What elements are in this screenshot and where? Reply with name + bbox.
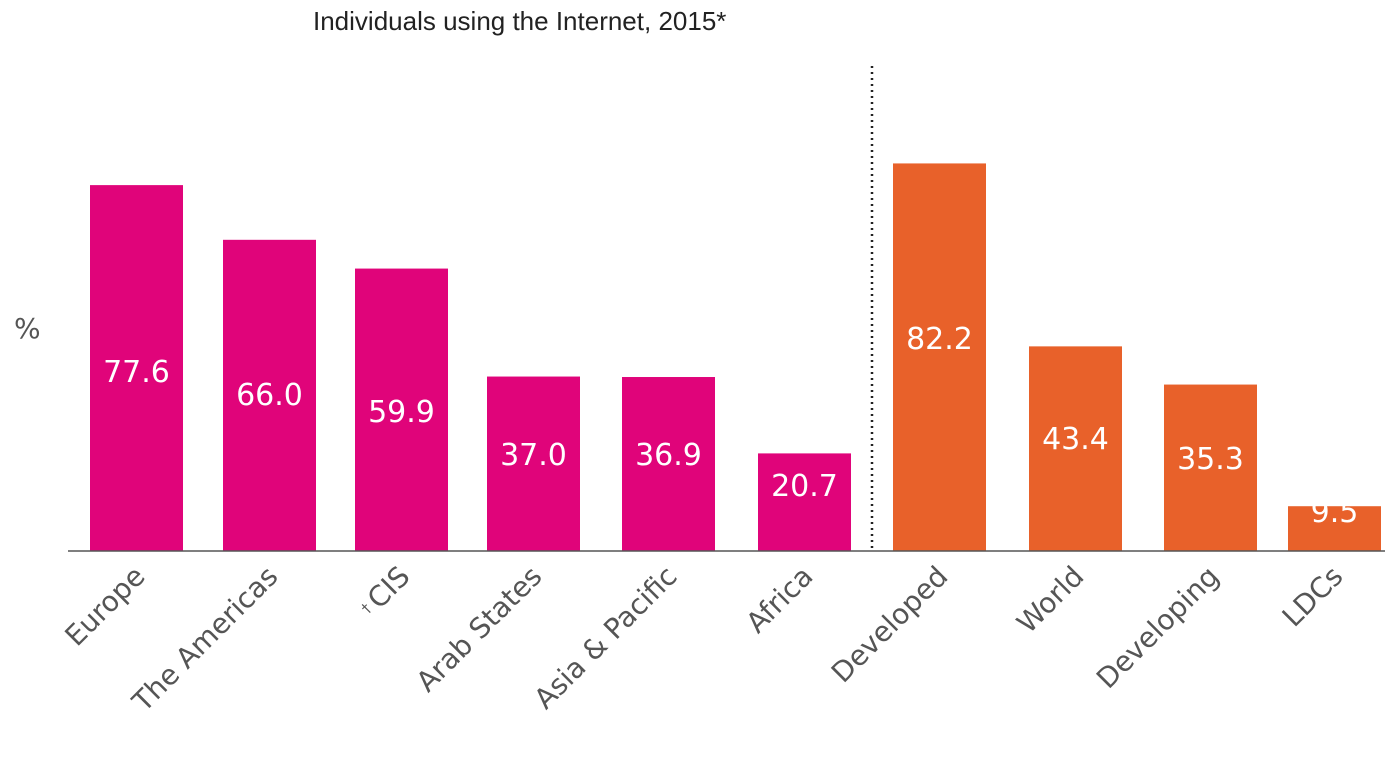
value-label-the-americas: 66.0	[236, 378, 303, 413]
value-label-world: 43.4	[1042, 422, 1109, 457]
tick-label-europe: Europe	[58, 560, 151, 653]
tick-label-developing: Developing	[1090, 560, 1225, 695]
value-label-developing: 35.3	[1177, 442, 1244, 477]
value-label-europe: 77.6	[103, 355, 170, 390]
value-label-africa: 20.7	[771, 469, 838, 504]
bar-the-americas	[223, 239, 316, 551]
tick-label-text: World	[1010, 560, 1090, 640]
tick-label-text: LDCs	[1276, 560, 1350, 634]
tick-label-developed: Developed	[825, 560, 955, 690]
bar-developed	[893, 163, 986, 551]
bar-asia-pacific	[622, 377, 715, 551]
y-axis-label: %	[14, 312, 41, 345]
tick-label-world: World	[1010, 560, 1090, 640]
bars-group	[90, 163, 1381, 551]
bar-ldcs	[1288, 506, 1381, 551]
bar-europe	[90, 185, 183, 551]
tick-label-cis: † CIS	[353, 560, 417, 624]
bar-arab-states	[487, 376, 580, 551]
value-label-cis: 59.9	[368, 395, 435, 430]
bar-cis	[355, 268, 448, 551]
value-label-ldcs: 9.5	[1311, 495, 1359, 530]
chart-title: Individuals using the Internet, 2015*	[313, 6, 727, 36]
tick-label-text: Asia & Pacific	[528, 560, 684, 716]
bar-developing	[1164, 384, 1257, 551]
tick-label-text: Africa	[740, 560, 820, 640]
value-label-developed: 82.2	[906, 322, 973, 357]
tick-label-text: Developing	[1090, 560, 1225, 695]
tick-label-text: Arab States	[410, 560, 549, 699]
tick-label-asia-pacific: Asia & Pacific	[528, 560, 684, 716]
tick-label-arab-states: Arab States	[410, 560, 549, 699]
bar-africa	[758, 453, 851, 551]
tick-label-text: Europe	[58, 560, 151, 653]
tick-label-ldcs: LDCs	[1276, 560, 1350, 634]
tick-label-text: Developed	[825, 560, 955, 690]
value-label-asia-pacific: 36.9	[635, 438, 702, 473]
tick-label-africa: Africa	[740, 560, 820, 640]
value-label-arab-states: 37.0	[500, 438, 567, 473]
value-labels-group: 77.6 66.0 59.9 37.0 36.9 20.7 82.2 43.4 35.3 9.5	[103, 322, 1358, 530]
bar-world	[1029, 346, 1122, 551]
